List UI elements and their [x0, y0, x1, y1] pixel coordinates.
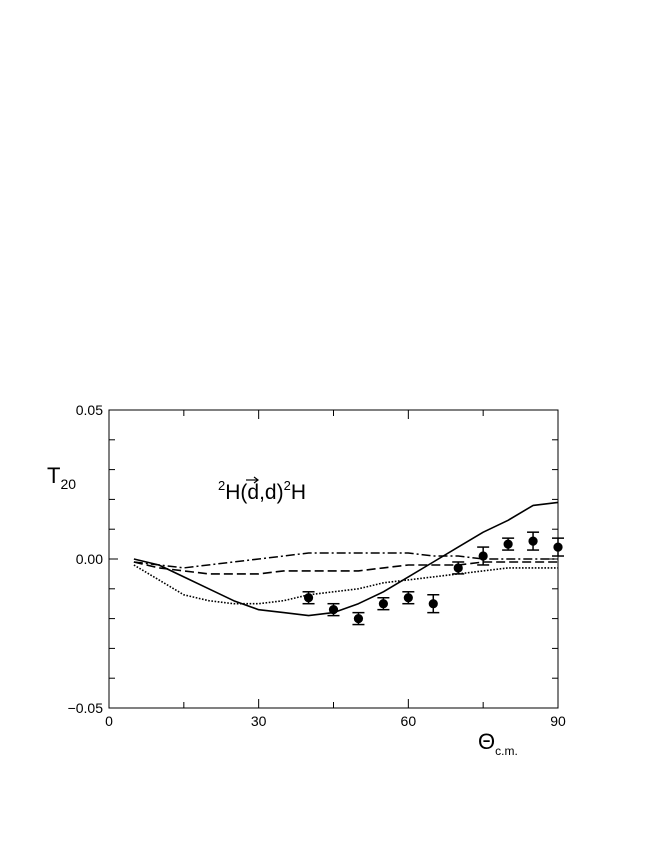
- data-point-marker: [553, 542, 563, 552]
- data-point-marker: [303, 593, 314, 603]
- data-point: [527, 531, 540, 551]
- y-tick-label: 0.00: [76, 551, 103, 567]
- data-point-marker: [453, 563, 463, 573]
- series-layer: [133, 501, 559, 617]
- data-point: [477, 546, 490, 566]
- x-tick-label: 0: [105, 713, 113, 729]
- data-point-marker: [503, 539, 513, 549]
- x-tick-label: 60: [401, 713, 417, 729]
- data-point: [402, 591, 415, 605]
- y-axis-title-main: T: [47, 463, 60, 488]
- data-point-marker: [403, 593, 413, 603]
- data-point: [352, 611, 365, 626]
- annotation-prefix: H(: [225, 481, 247, 504]
- x-axis-title: Θc.m.: [478, 729, 518, 758]
- y-tick-label: 0.05: [76, 402, 103, 418]
- series-line-dashdot: [133, 552, 558, 569]
- data-point-marker: [378, 599, 388, 609]
- series-line-solid: [133, 501, 559, 617]
- series-line-dotted: [133, 564, 558, 605]
- data-point: [302, 591, 315, 605]
- data-point: [502, 537, 515, 551]
- data-points-layer: [302, 531, 564, 626]
- x-tick-label: 30: [251, 713, 267, 729]
- annotation-middle: ,d): [259, 481, 284, 504]
- data-point: [377, 596, 390, 611]
- vector-arrow-icon: [246, 476, 259, 484]
- data-point: [552, 537, 564, 557]
- y-axis-ticks: −0.05 0.00 0.05: [68, 402, 558, 716]
- x-axis-title-main: Θ: [478, 729, 495, 754]
- data-point: [427, 594, 440, 614]
- annotation-suffix: H: [291, 481, 306, 504]
- y-axis-title-sub: 20: [60, 476, 76, 492]
- data-point-marker: [328, 605, 339, 615]
- data-point-marker: [428, 599, 438, 609]
- annotation-prefix-sup: 2: [218, 478, 225, 493]
- data-point-marker: [528, 536, 538, 546]
- data-point-marker: [353, 614, 364, 624]
- data-point-marker: [478, 551, 488, 561]
- annotation-arrow-letter: d: [247, 481, 259, 504]
- series-line-dashed: [133, 561, 558, 575]
- y-tick-label: −0.05: [68, 700, 104, 716]
- annotation-suffix-sup: 2: [284, 478, 291, 493]
- x-axis-title-sub: c.m.: [495, 744, 518, 758]
- data-point: [452, 561, 465, 575]
- x-tick-label: 90: [550, 713, 566, 729]
- y-axis-title: T20: [47, 463, 76, 492]
- reaction-annotation: 2H(d,d)2H: [218, 478, 306, 504]
- data-point: [327, 602, 340, 617]
- x-axis-ticks: 0 30 60 90: [105, 410, 566, 729]
